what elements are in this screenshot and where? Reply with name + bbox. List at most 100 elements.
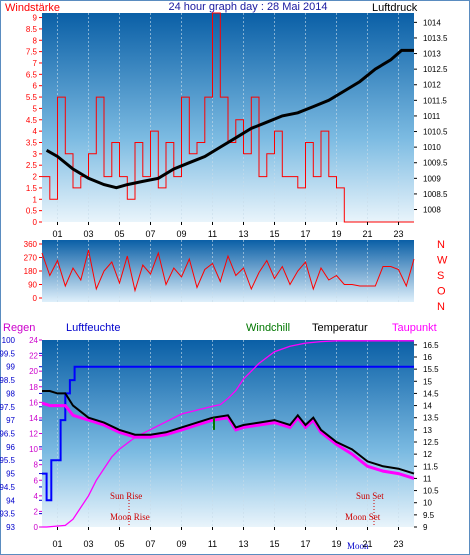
y-tick-label: 14: [423, 402, 432, 411]
y-tick-label: 270: [24, 254, 38, 263]
y-tick-label: 1011.5: [423, 96, 447, 105]
pressure-series: [45, 48, 414, 190]
y-tick-label: 99.5: [0, 349, 16, 358]
y-tick-label: 5.5: [26, 93, 38, 102]
compass-label: N: [437, 239, 445, 251]
y-tick-label: 15: [423, 377, 432, 386]
y-tick-label: 13.5: [423, 414, 439, 423]
x-tick-label: 11: [208, 229, 217, 239]
x-tick-label: 05: [114, 539, 124, 549]
y-tick-label: 0: [33, 294, 38, 303]
y-tick-label: 4: [34, 492, 39, 501]
y-tick-label: 95: [6, 470, 15, 479]
x-tick-label: 13: [238, 229, 248, 239]
x-tick-label: 09: [176, 229, 186, 239]
panel3-x-axis: 01 03 05 07 09 11 13 15 17 19 21 23: [52, 527, 404, 549]
moonset-label: Moon Set: [345, 512, 381, 522]
y-tick-label: 12.5: [423, 438, 439, 447]
temperature-label: Temperatur: [312, 322, 368, 334]
x-tick-label: 07: [145, 539, 155, 549]
y-tick-label: 14: [29, 414, 38, 423]
windchill-label: Windchill: [246, 322, 290, 334]
y-tick-label: 1013: [423, 50, 441, 59]
y-tick-label: 100: [2, 336, 16, 345]
y-tick-label: 4.5: [26, 116, 38, 125]
y-tick-label: 10: [423, 499, 432, 508]
humidity-axis: 93 93.5 94 94.5 95 95.5 96 96.5 97 97.5 98 98.5 99 99…: [0, 336, 42, 532]
y-tick-label: 2.5: [26, 161, 38, 170]
dewpoint-series: [41, 401, 415, 480]
y-tick-label: 20: [29, 367, 38, 376]
sunset-label: Sun Set: [356, 491, 384, 501]
y-tick-label: 10: [29, 445, 38, 454]
y-tick-label: 1014: [423, 18, 441, 27]
y-tick-label: 8: [34, 461, 39, 470]
wind-series: [42, 12, 414, 223]
y-tick-label: 9: [33, 14, 38, 23]
y-tick-label: 16: [29, 398, 38, 407]
sunrise-label: Sun Rise: [110, 491, 142, 501]
x-tick-label: 17: [300, 539, 310, 549]
y-tick-label: 14.5: [423, 389, 439, 398]
rain-label: Regen: [3, 322, 35, 334]
y-tick-label: 1011: [423, 112, 441, 121]
dewpoint-label: Taupunkt: [392, 322, 437, 334]
panel-wind-direction: [42, 240, 414, 302]
y-tick-label: 11.5: [423, 462, 439, 471]
y-tick-label: 1: [33, 195, 38, 204]
humidity-series: [42, 365, 414, 502]
y-tick-label: 16.5: [423, 341, 439, 350]
x-tick-label: 15: [269, 539, 279, 549]
x-tick-label: 13: [238, 539, 248, 549]
y-tick-label: 3: [33, 150, 38, 159]
y-tick-label: 1.5: [26, 184, 38, 193]
y-tick-label: 3.5: [26, 138, 38, 147]
moon-label: Moon: [347, 541, 369, 551]
wind-label: Windstärke: [5, 2, 60, 14]
y-tick-label: 8.5: [26, 25, 38, 34]
x-tick-label: 19: [331, 539, 341, 549]
y-tick-label: 11: [423, 474, 432, 483]
temperature-series: [42, 390, 415, 475]
y-tick-label: 1012: [423, 81, 441, 90]
y-tick-label: 6: [34, 476, 39, 485]
y-tick-label: 0.5: [26, 207, 38, 216]
y-tick-label: 1008.5: [423, 190, 448, 199]
y-tick-label: 98: [6, 389, 15, 398]
wind-direction-series: [41, 249, 415, 293]
y-tick-label: 96.5: [0, 430, 16, 439]
panel3-grid: [57, 340, 399, 527]
y-tick-label: 22: [29, 352, 38, 361]
humidity-label: Luftfeuchte: [66, 322, 120, 334]
y-tick-label: 1008: [423, 206, 441, 215]
y-tick-label: 9.5: [423, 511, 435, 520]
y-tick-label: 98.5: [0, 376, 16, 385]
y-tick-label: 6: [33, 82, 38, 91]
compass-label: S: [437, 270, 444, 282]
y-tick-label: 1009: [423, 174, 441, 183]
y-tick-label: 97: [6, 416, 15, 425]
y-tick-label: 8: [33, 36, 38, 45]
x-tick-label: 07: [145, 229, 155, 239]
x-tick-label: 15: [269, 229, 279, 239]
x-tick-label: 23: [393, 539, 403, 549]
y-tick-label: 1013.5: [423, 34, 448, 43]
y-tick-label: 9: [423, 523, 428, 532]
rain-series: [42, 340, 414, 528]
x-tick-label: 21: [362, 539, 372, 549]
wind-axis: 0 0.5 1 1.5 2 2.5 3 3.5 4 4.5 5 5.5 6 6.5 7 7.5 8 8.5 9: [26, 14, 42, 227]
y-tick-label: 93: [6, 523, 15, 532]
y-tick-label: 12: [423, 450, 432, 459]
y-tick-label: 7.5: [26, 48, 38, 57]
y-tick-label: 96: [6, 443, 15, 452]
y-tick-label: 7: [33, 59, 38, 68]
x-tick-label: 01: [52, 229, 62, 239]
x-tick-label: 03: [83, 229, 93, 239]
panel-temperature: [42, 340, 414, 527]
y-tick-label: 2: [34, 507, 39, 516]
x-tick-label: 23: [393, 229, 403, 239]
y-tick-label: 2: [33, 173, 38, 182]
y-tick-label: 1010: [423, 143, 441, 152]
x-tick-label: 11: [208, 539, 217, 549]
y-tick-label: 18: [29, 383, 38, 392]
